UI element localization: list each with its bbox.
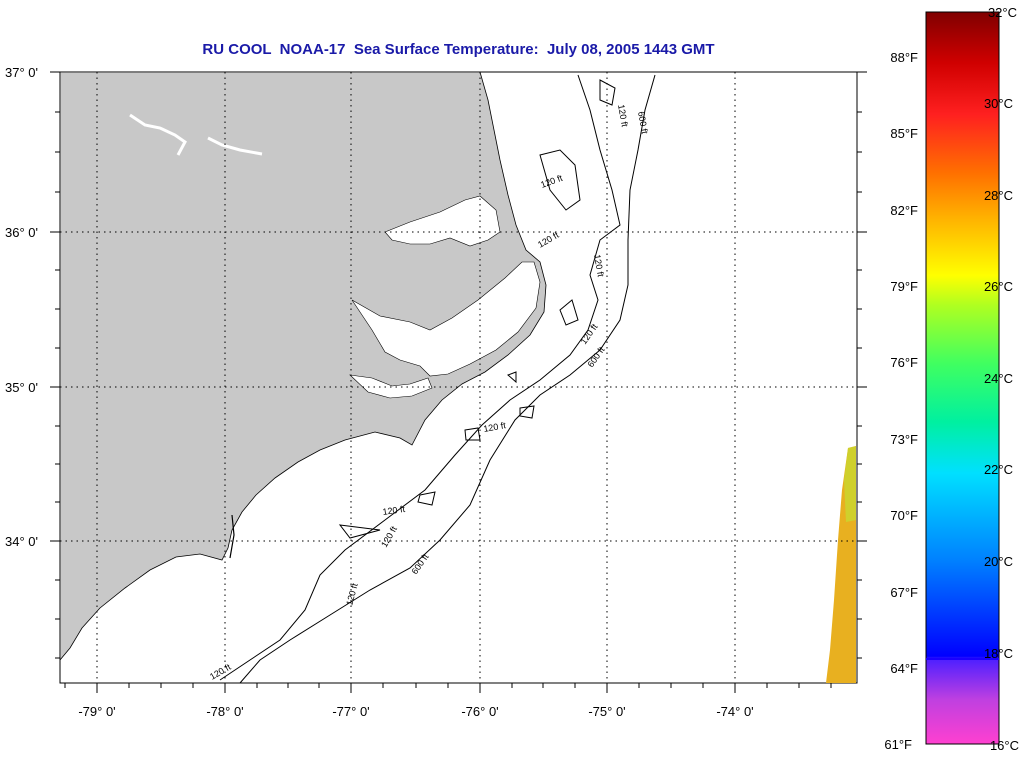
colorbar-f-label: 79°F: [890, 279, 918, 294]
contour-600ft: [239, 74, 656, 684]
lat-label: 35° 0': [5, 380, 38, 395]
map-title: RU COOL NOAA-17 Sea Surface Temperature:…: [202, 41, 715, 58]
gaston-lake: [207, 136, 263, 156]
lat-label: 36° 0': [5, 225, 38, 240]
colorbar-c-label: 30°C: [984, 96, 1013, 111]
colorbar-f-label: 70°F: [890, 508, 918, 523]
contour-label: 120 ft: [483, 420, 507, 434]
colorbar-c-label: 22°C: [984, 462, 1013, 477]
colorbar: [925, 11, 1000, 745]
lon-label: -78° 0': [206, 704, 243, 719]
lon-label: -76° 0': [461, 704, 498, 719]
colorbar-c-label: 28°C: [984, 188, 1013, 203]
graticule: [60, 72, 857, 683]
colorbar-f-label: 73°F: [890, 432, 918, 447]
contour-label: 600 ft: [636, 111, 650, 135]
colorbar-f-label: 67°F: [890, 585, 918, 600]
colorbar-f-label: 82°F: [890, 203, 918, 218]
lon-label: -74° 0': [716, 704, 753, 719]
colorbar-c-label: 24°C: [984, 371, 1013, 386]
contour-label: 120 ft: [382, 504, 406, 517]
sst-swath-edge: [844, 446, 856, 522]
lat-label: 37° 0': [5, 65, 38, 80]
colorbar-f-label: 61°F: [884, 737, 912, 752]
colorbar-f-label: 76°F: [890, 355, 918, 370]
colorbar-f-label: 85°F: [890, 126, 918, 141]
axis-ticks: [50, 71, 867, 693]
lon-label: -79° 0': [78, 704, 115, 719]
colorbar-c-label: 26°C: [984, 279, 1013, 294]
colorbar-c-label: 16°C: [990, 738, 1019, 753]
colorbar-f-label: 88°F: [890, 50, 918, 65]
contour-label: 120 ft: [616, 104, 630, 128]
colorbar-c-label: 18°C: [984, 646, 1013, 661]
lon-label: -77° 0': [332, 704, 369, 719]
colorbar-f-label: 64°F: [890, 661, 918, 676]
colorbar-c-label: 32°C: [988, 5, 1017, 20]
albemarle-sound: [384, 195, 501, 247]
bathymetry-contours: [219, 74, 656, 684]
contour-120ft: [219, 74, 621, 681]
colorbar-c-label: 20°C: [984, 554, 1013, 569]
kerr-lake: [129, 113, 187, 156]
lat-label: 34° 0': [5, 534, 38, 549]
cape-fear-river: [229, 514, 235, 559]
pamlico-sound: [351, 261, 541, 377]
contour-label: 120 ft: [592, 254, 606, 278]
lon-label: -75° 0': [588, 704, 625, 719]
